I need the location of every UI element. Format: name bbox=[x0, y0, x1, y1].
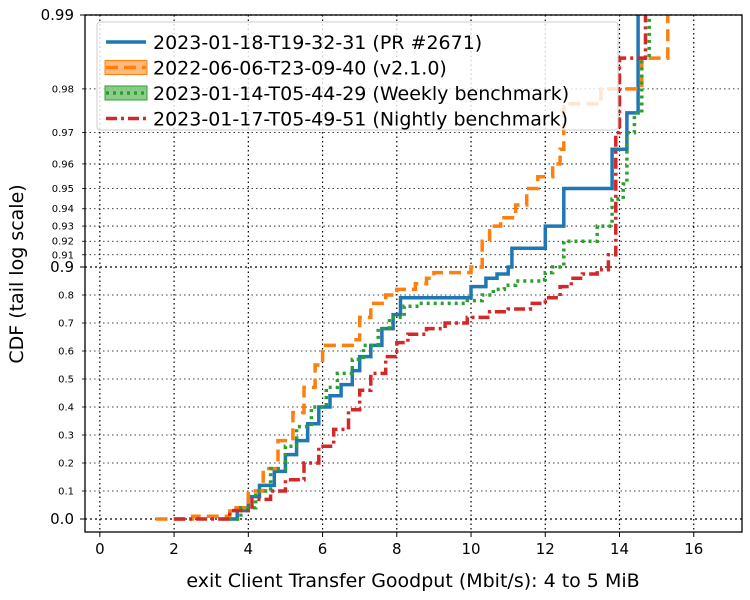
y-minor-tick-label: 0.3 bbox=[58, 431, 74, 442]
legend-swatch-2 bbox=[104, 85, 148, 101]
y-minor-tick-label: 0.93 bbox=[52, 222, 74, 233]
legend-label-1: 2022-06-06-T23-09-40 (v2.1.0) bbox=[153, 58, 447, 80]
y-minor-tick-label: 0.5 bbox=[58, 375, 74, 386]
x-tick-label: 6 bbox=[318, 540, 328, 558]
y-minor-tick-label: 0.94 bbox=[52, 204, 74, 215]
y-axis-label: CDF (tail log scale) bbox=[6, 184, 28, 363]
y-minor-tick-label: 0.6 bbox=[58, 347, 74, 358]
x-tick-label: 12 bbox=[536, 540, 555, 558]
series-line-1 bbox=[155, 15, 670, 521]
y-major-tick-label: 0.0 bbox=[50, 510, 74, 528]
x-tick-label: 14 bbox=[610, 540, 629, 558]
y-minor-tick-label: 0.2 bbox=[58, 459, 74, 470]
legend-label-2: 2023-01-14-T05-44-29 (Weekly benchmark) bbox=[153, 83, 569, 105]
y-minor-tick-label: 0.95 bbox=[52, 184, 74, 195]
x-tick-label: 4 bbox=[244, 540, 254, 558]
y-minor-tick-label: 0.4 bbox=[58, 403, 74, 414]
y-major-tick-label: 0.99 bbox=[41, 6, 74, 24]
x-axis-label: exit Client Transfer Goodput (Mbit/s): 4… bbox=[186, 570, 639, 592]
plot-frame bbox=[84, 14, 743, 533]
y-minor-tick-label: 0.98 bbox=[52, 84, 74, 95]
y-major-tick-label: 0.9 bbox=[50, 258, 74, 276]
legend-box bbox=[96, 21, 619, 131]
series-line-2 bbox=[222, 15, 651, 521]
x-tick-label: 8 bbox=[392, 540, 402, 558]
x-tick-label: 16 bbox=[684, 540, 703, 558]
y-minor-tick-label: 0.7 bbox=[58, 319, 74, 330]
y-minor-tick-label: 0.8 bbox=[58, 291, 74, 302]
axis-ticks: 0 2 4 6 8 10 12 14 16 0.0 0.9 0.99 0.1 0.2 0.3 0.4 0.5 0.… bbox=[41, 6, 704, 558]
y-minor-tick-label: 0.1 bbox=[58, 487, 74, 498]
legend: 2023-01-18-T19-32-31 (PR #2671) 2022-06-0… bbox=[96, 21, 619, 131]
legend-label-3: 2023-01-17-T05-49-51 (Nightly benchmark) bbox=[153, 109, 568, 131]
y-minor-tick-label: 0.97 bbox=[52, 128, 74, 139]
series-group bbox=[155, 15, 670, 521]
x-tick-label: 10 bbox=[461, 540, 480, 558]
y-minor-tick-label: 0.91 bbox=[52, 250, 74, 261]
x-tick-label: 0 bbox=[95, 540, 105, 558]
y-minor-tick-label: 0.96 bbox=[52, 159, 74, 170]
x-tick-label: 2 bbox=[169, 540, 179, 558]
y-minor-tick-label: 0.92 bbox=[52, 237, 74, 248]
legend-label-0: 2023-01-18-T19-32-31 (PR #2671) bbox=[153, 32, 482, 54]
series-line-3 bbox=[174, 15, 648, 521]
